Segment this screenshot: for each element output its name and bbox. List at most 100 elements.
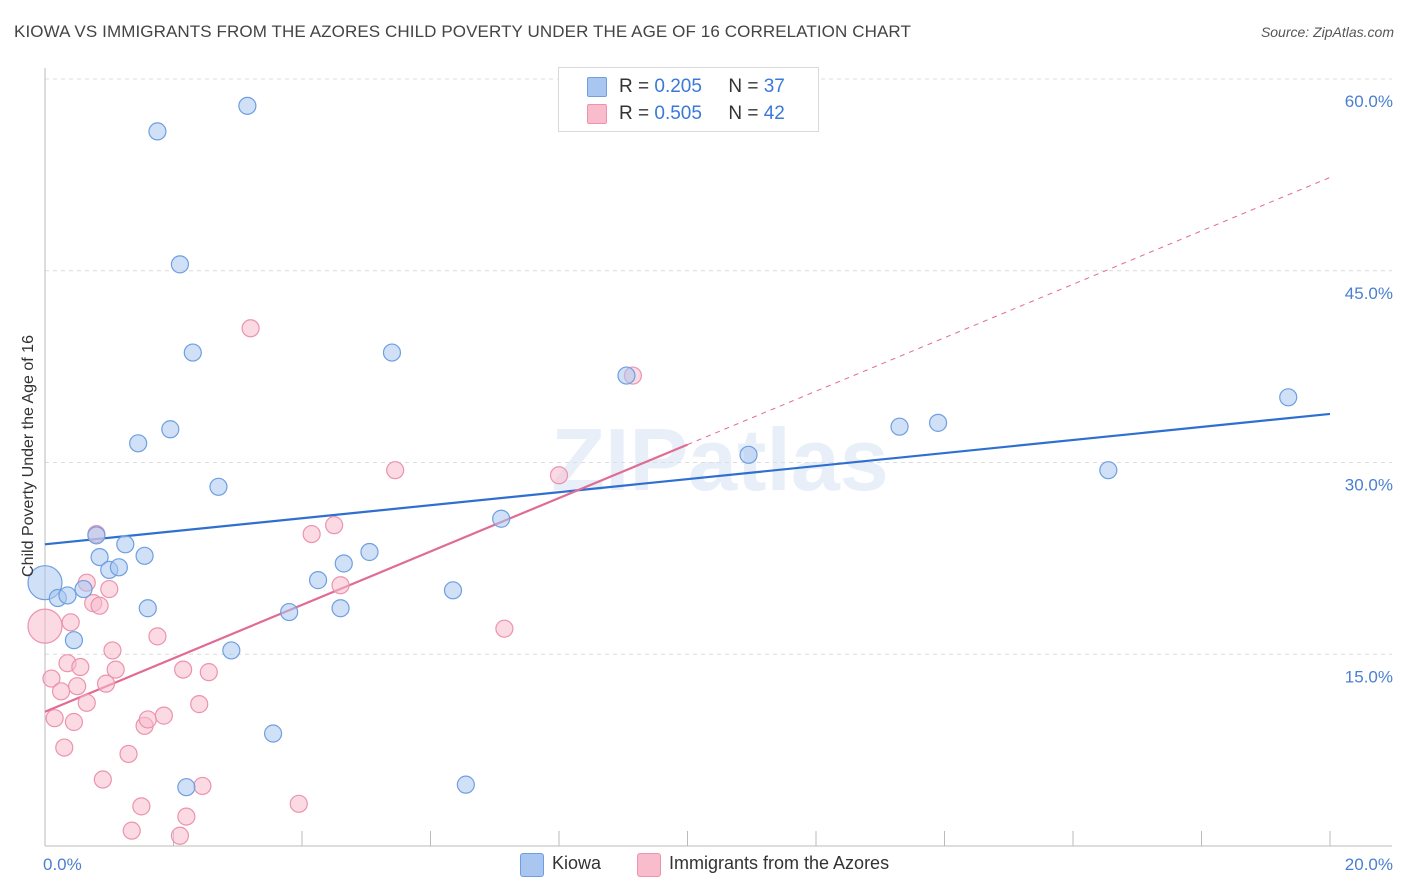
- y-tick-label: 30.0%: [1345, 476, 1393, 495]
- azores-point: [55, 738, 74, 757]
- azores-point: [193, 776, 212, 796]
- kiowa-legend-swatch: [520, 853, 544, 877]
- kiowa-point: [170, 255, 190, 274]
- azores-point: [51, 682, 71, 701]
- kiowa-point: [109, 558, 128, 577]
- azores-point: [495, 619, 514, 638]
- kiowa-point: [222, 641, 241, 660]
- y-tick-label: 15.0%: [1345, 667, 1393, 686]
- correlation-legend: R = 0.205 N = 37 R = 0.505 N = 42: [558, 67, 819, 132]
- gridlines: [45, 78, 1392, 655]
- azores-point: [45, 709, 64, 728]
- chart-source: Source: ZipAtlas.com: [1260, 24, 1394, 40]
- x-tick-label: 20.0%: [1345, 855, 1393, 874]
- chart-title: KIOWA VS IMMIGRANTS FROM THE AZORES CHIL…: [14, 22, 911, 41]
- kiowa-trend-line: [44, 412, 1331, 546]
- y-tick-label: 45.0%: [1345, 284, 1393, 303]
- legend-n-value-kiowa: 37: [763, 76, 785, 97]
- kiowa-point: [138, 599, 157, 618]
- legend-r-value-kiowa: 0.205: [654, 76, 702, 97]
- watermark: ZIPatlas: [551, 410, 888, 509]
- kiowa-point: [492, 509, 511, 528]
- kiowa-point: [890, 417, 909, 436]
- azores-point: [68, 677, 87, 696]
- azores-point: [241, 319, 260, 338]
- kiowa-point: [456, 775, 475, 794]
- tick-labels: 15.0% 30.0% 45.0% 60.0% 0.0% 20.0%: [43, 92, 1393, 874]
- azores-point: [289, 794, 308, 813]
- legend-r-label: R =: [619, 103, 650, 124]
- kiowa-point: [238, 96, 257, 115]
- azores-legend-swatch: [637, 853, 661, 877]
- y-tick-label: 60.0%: [1345, 92, 1393, 111]
- azores-point: [96, 674, 116, 693]
- azores-point: [174, 660, 193, 679]
- azores-point: [386, 461, 405, 480]
- azores-trend-extension: [687, 176, 1331, 446]
- kiowa-point: [360, 542, 379, 562]
- azores-point: [93, 770, 112, 789]
- kiowa-point: [308, 571, 328, 590]
- azores-point: [77, 693, 96, 712]
- kiowa-point: [161, 420, 180, 439]
- azores-point: [103, 641, 122, 660]
- legend-n-value-azores: 42: [763, 103, 785, 124]
- legend-n-label: N =: [728, 76, 759, 97]
- azores-point: [177, 807, 196, 826]
- azores-swatch: [587, 104, 607, 124]
- kiowa-point: [116, 535, 135, 554]
- kiowa-point: [1099, 461, 1118, 480]
- azores-point: [119, 744, 138, 764]
- kiowa-point: [334, 554, 353, 573]
- kiowa-point: [1279, 388, 1298, 407]
- azores-point: [199, 663, 218, 682]
- legend-n-label: N =: [728, 103, 759, 124]
- kiowa-point: [263, 724, 283, 743]
- azores-point: [42, 669, 61, 688]
- azores-point: [64, 712, 84, 732]
- kiowa-point: [280, 602, 299, 622]
- kiowa-point: [382, 343, 402, 362]
- azores-point: [154, 706, 173, 725]
- kiowa-point: [331, 599, 350, 618]
- legend-r-value-azores: 0.505: [654, 103, 702, 124]
- kiowa-point: [148, 122, 167, 141]
- azores-point: [325, 516, 344, 535]
- azores-point: [71, 657, 90, 677]
- kiowa-point: [74, 579, 93, 599]
- axes: [44, 68, 1392, 847]
- kiowa-point: [617, 366, 636, 385]
- kiowa-point: [443, 581, 463, 600]
- kiowa-point: [209, 477, 228, 496]
- series-azores-points: [27, 319, 642, 845]
- kiowa-point: [135, 546, 154, 565]
- azores-point: [27, 608, 63, 644]
- azores-point: [122, 821, 141, 840]
- trend-lines: [44, 176, 1331, 713]
- azores-point: [302, 524, 321, 544]
- kiowa-point: [183, 343, 202, 362]
- azores-point: [170, 826, 190, 845]
- azores-point: [100, 579, 119, 599]
- y-axis-label: Child Poverty Under the Age of 16: [20, 335, 37, 577]
- azores-point: [106, 660, 125, 679]
- azores-point: [148, 627, 167, 646]
- kiowa-point: [90, 547, 109, 567]
- series-kiowa-points: [27, 96, 1298, 797]
- kiowa-point: [739, 445, 758, 464]
- azores-point: [549, 466, 569, 485]
- kiowa-legend-label: Kiowa: [552, 853, 602, 873]
- kiowa-point: [87, 526, 106, 545]
- kiowa-swatch: [587, 77, 607, 97]
- azores-point: [90, 596, 109, 615]
- azores-point: [61, 613, 80, 632]
- legend-r-label: R =: [619, 76, 650, 97]
- azores-point: [138, 710, 157, 729]
- azores-point: [331, 576, 350, 595]
- kiowa-point: [64, 631, 84, 650]
- x-tick-label: 0.0%: [43, 855, 82, 874]
- kiowa-point: [129, 434, 148, 453]
- azores-legend-label: Immigrants from the Azores: [669, 853, 890, 873]
- kiowa-point: [928, 413, 948, 432]
- azores-trend-line: [44, 443, 688, 713]
